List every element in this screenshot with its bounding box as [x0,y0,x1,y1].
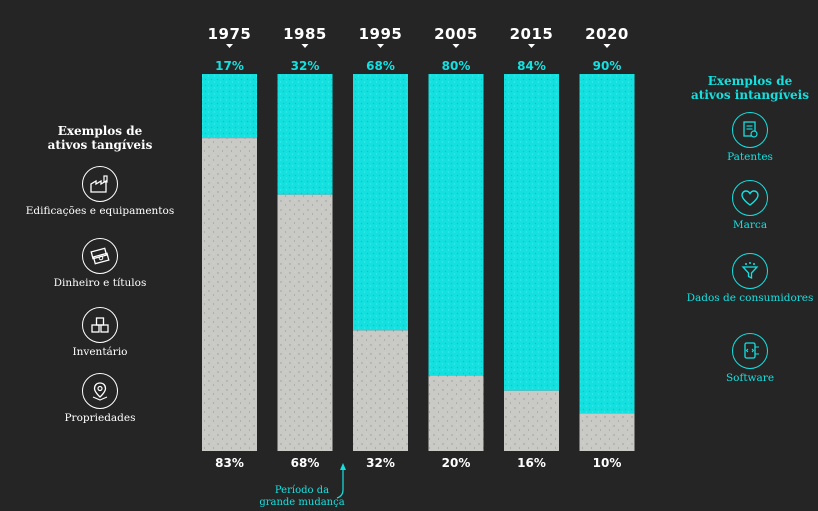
intangible-percent-label: 32% [291,59,320,73]
intangible-bar-segment [504,74,559,391]
tangible-item-label: Inventário [72,346,128,358]
year-marker [226,44,233,48]
intangible-percent-label: 84% [517,59,546,73]
intangible-item-patents: Patentes [682,112,818,163]
intangible-bar-segment [428,74,484,376]
transition-period-annotation: Período da grande mudança [259,485,345,508]
year-marker [528,44,535,48]
tangible-item-inventory: Inventário [10,307,190,358]
intangible-item-brand: Marca [682,180,818,231]
tangible-percent-label: 68% [291,456,320,470]
intangible-item-label: Dados de consumidores [686,292,814,304]
year-marker [301,44,309,48]
tangible-item-cash: Dinheiro e títulos [10,238,190,289]
tangible-percent-label: 16% [517,456,546,470]
intangible-item-label: Marca [732,219,768,231]
tangible-bar-segment [277,194,333,451]
year-label: 2020 [585,25,629,43]
year-label: 2015 [510,25,554,43]
tangible-bar-segment [428,375,484,451]
tangible-bar-segment [353,330,408,451]
heart-icon [732,180,768,216]
tangible-item-label: Propriedades [64,412,136,424]
tangible-bar-segment [202,138,257,451]
intangible-item-label: Software [725,372,775,384]
intangible-percent-label: 90% [593,59,622,73]
tangible-item-label: Edificações e equipamentos [25,205,175,217]
year-label: 1995 [359,25,403,43]
annotation-arrowhead [340,463,346,470]
intangible-item-software: Software [682,333,818,384]
tangible-percent-label: 20% [442,456,471,470]
funnel-icon [732,253,768,289]
map-pin-icon [82,373,118,409]
intangible-bar-segment [579,74,635,414]
certificate-icon [732,112,768,148]
tangible-percent-label: 10% [593,456,622,470]
code-screen-icon [732,333,768,369]
tangible-assets-heading: Exemplos de ativos tangíveis [47,124,153,152]
boxes-icon [82,307,118,343]
intangible-item-label: Patentes [727,151,773,163]
year-marker [603,44,611,48]
intangible-percent-label: 17% [215,59,244,73]
intangible-item-consumer-data: Dados de consumidores [682,253,818,304]
factory-icon [82,166,118,202]
year-marker [452,44,460,48]
cash-stack-icon [82,238,118,274]
tangible-item-label: Dinheiro e títulos [53,277,147,289]
intangible-bar-segment [202,74,257,139]
tangible-item-buildings: Edificações e equipamentos [10,166,190,217]
intangible-percent-label: 68% [366,59,395,73]
tangible-bar-segment [504,390,559,451]
year-label: 1985 [283,25,327,43]
tangible-bar-segment [579,413,635,451]
intangible-bar-segment [353,74,408,331]
year-label: 1975 [208,25,252,43]
tangible-item-property: Propriedades [10,373,190,424]
year-marker [377,44,384,48]
intangible-bar-segment [277,74,333,195]
intangible-percent-label: 80% [442,59,471,73]
annotation-arrow [336,467,344,499]
year-label: 2005 [434,25,478,43]
tangible-percent-label: 83% [215,456,244,470]
intangible-assets-heading: Exemplos de ativos intangíveis [691,74,809,102]
tangible-percent-label: 32% [366,456,395,470]
